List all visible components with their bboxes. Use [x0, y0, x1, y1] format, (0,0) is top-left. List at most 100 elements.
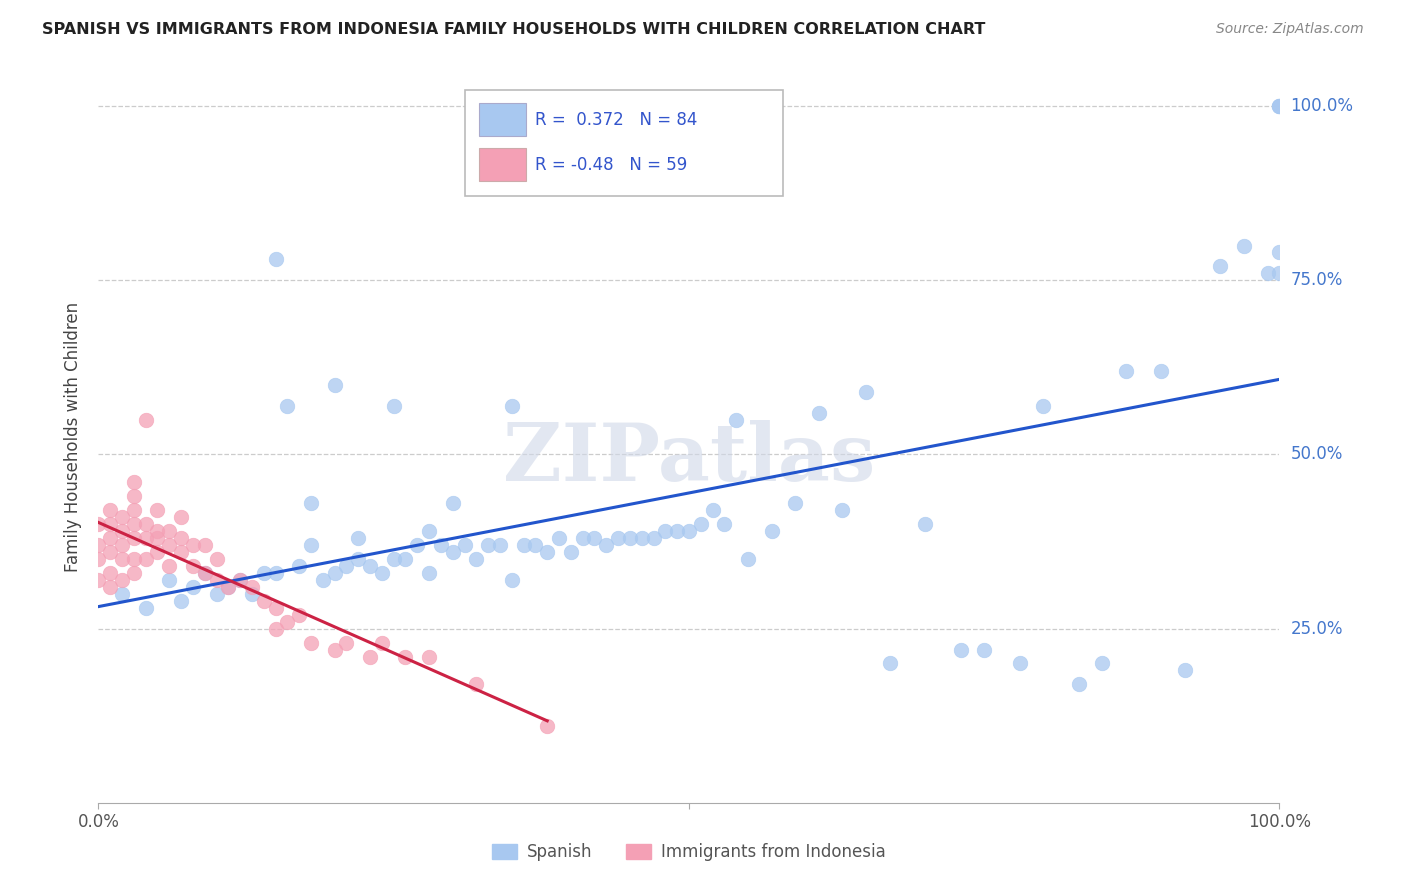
- Point: [914, 517, 936, 532]
- Text: R = -0.48   N = 59: R = -0.48 N = 59: [536, 156, 688, 174]
- Point: [205, 573, 228, 587]
- Point: [430, 538, 453, 552]
- Point: [394, 552, 416, 566]
- Point: [323, 642, 346, 657]
- Point: [299, 496, 322, 510]
- Text: 25.0%: 25.0%: [1291, 620, 1343, 638]
- Point: [98, 531, 121, 545]
- Point: [170, 510, 193, 524]
- Point: [607, 531, 630, 545]
- Point: [725, 412, 748, 426]
- Point: [1091, 657, 1114, 671]
- Point: [501, 573, 523, 587]
- Point: [135, 412, 157, 426]
- Point: [453, 538, 475, 552]
- Point: [299, 635, 322, 649]
- Point: [170, 545, 193, 559]
- Point: [323, 566, 346, 580]
- Point: [98, 580, 121, 594]
- Point: [240, 580, 263, 594]
- Point: [264, 252, 287, 267]
- Point: [548, 531, 571, 545]
- Point: [619, 531, 641, 545]
- Point: [335, 558, 357, 573]
- Text: Source: ZipAtlas.com: Source: ZipAtlas.com: [1216, 22, 1364, 37]
- Point: [111, 538, 134, 552]
- Point: [87, 552, 110, 566]
- Point: [323, 377, 346, 392]
- Point: [371, 566, 394, 580]
- Point: [111, 587, 134, 601]
- Point: [146, 503, 169, 517]
- Point: [524, 538, 547, 552]
- Point: [501, 399, 523, 413]
- Text: 75.0%: 75.0%: [1291, 271, 1343, 289]
- Point: [406, 538, 429, 552]
- FancyBboxPatch shape: [464, 90, 783, 195]
- Point: [831, 503, 853, 517]
- Point: [1233, 238, 1256, 252]
- Point: [122, 517, 145, 532]
- Point: [382, 399, 405, 413]
- Point: [560, 545, 582, 559]
- Point: [1174, 664, 1197, 678]
- Point: [418, 566, 440, 580]
- Point: [418, 649, 440, 664]
- Point: [122, 489, 145, 503]
- Point: [194, 566, 217, 580]
- Point: [1268, 245, 1291, 260]
- Point: [146, 531, 169, 545]
- Point: [785, 496, 807, 510]
- Point: [571, 531, 593, 545]
- Point: [807, 406, 830, 420]
- Point: [465, 552, 488, 566]
- Point: [1067, 677, 1090, 691]
- Point: [1268, 99, 1291, 113]
- Point: [111, 524, 134, 538]
- Point: [87, 517, 110, 532]
- Point: [170, 594, 193, 608]
- Point: [111, 573, 134, 587]
- Point: [229, 573, 252, 587]
- Point: [194, 566, 217, 580]
- Point: [122, 552, 145, 566]
- Text: 100.0%: 100.0%: [1291, 97, 1354, 115]
- Point: [418, 524, 440, 538]
- Point: [299, 538, 322, 552]
- Point: [1008, 657, 1031, 671]
- Point: [595, 538, 617, 552]
- Point: [122, 503, 145, 517]
- Point: [536, 719, 558, 733]
- Point: [157, 558, 180, 573]
- FancyBboxPatch shape: [478, 103, 526, 136]
- Point: [264, 600, 287, 615]
- Point: [146, 524, 169, 538]
- Point: [87, 538, 110, 552]
- Point: [1268, 266, 1291, 280]
- Point: [394, 649, 416, 664]
- Point: [122, 566, 145, 580]
- Point: [512, 538, 534, 552]
- Point: [240, 587, 263, 601]
- Point: [630, 531, 652, 545]
- Point: [229, 573, 252, 587]
- Point: [135, 600, 157, 615]
- Point: [465, 677, 488, 691]
- Point: [689, 517, 711, 532]
- Point: [347, 531, 370, 545]
- Point: [879, 657, 901, 671]
- Point: [1257, 266, 1279, 280]
- Text: SPANISH VS IMMIGRANTS FROM INDONESIA FAMILY HOUSEHOLDS WITH CHILDREN CORRELATION: SPANISH VS IMMIGRANTS FROM INDONESIA FAM…: [42, 22, 986, 37]
- Point: [170, 531, 193, 545]
- Point: [855, 384, 877, 399]
- Point: [205, 587, 228, 601]
- Point: [135, 517, 157, 532]
- Y-axis label: Family Households with Children: Family Households with Children: [65, 302, 83, 572]
- Text: R =  0.372   N = 84: R = 0.372 N = 84: [536, 111, 697, 128]
- Point: [678, 524, 700, 538]
- Point: [98, 545, 121, 559]
- Point: [441, 545, 464, 559]
- Point: [654, 524, 676, 538]
- Point: [371, 635, 394, 649]
- Point: [253, 594, 276, 608]
